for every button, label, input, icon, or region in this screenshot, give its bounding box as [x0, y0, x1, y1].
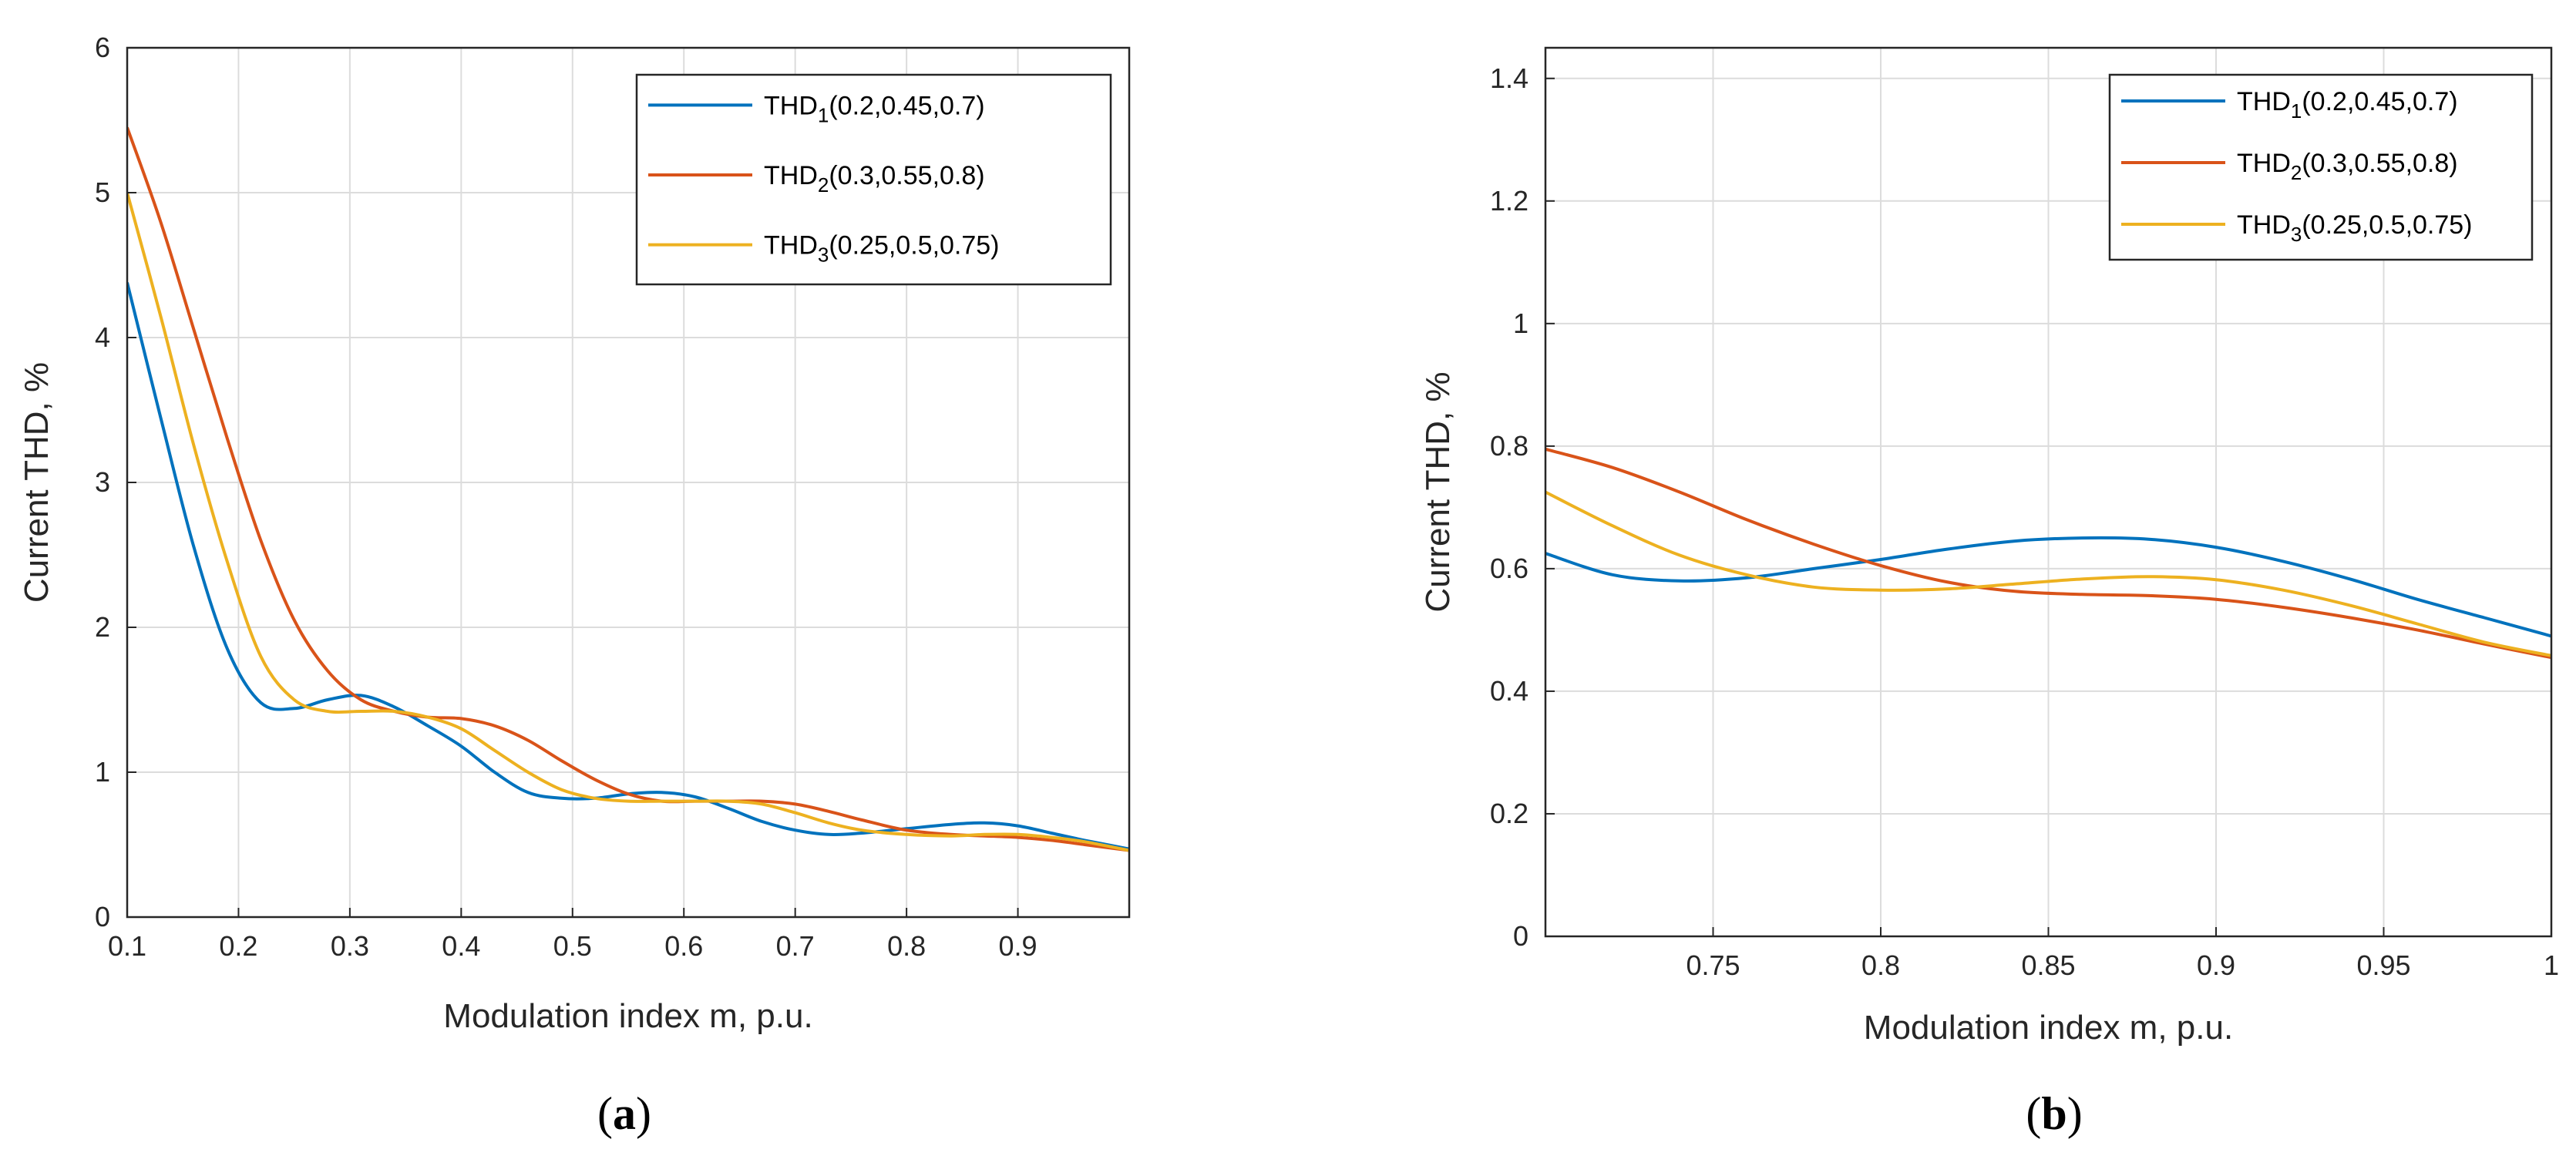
x-tick-label: 0.75	[1686, 949, 1740, 981]
legend-entry-thd1: THD1(0.2,0.45,0.7)	[2237, 87, 2458, 123]
series-line-thd1	[127, 282, 1129, 851]
y-axis-label: Current THD, %	[1419, 371, 1457, 612]
legend-entry-thd3: THD3(0.25,0.5,0.75)	[2237, 210, 2473, 246]
legend-entry-thd3: THD3(0.25,0.5,0.75)	[764, 231, 1000, 267]
series-lines	[127, 126, 1129, 852]
caption-letter: b	[2041, 1088, 2067, 1139]
chart-panel-b: 0.75 0.8 0.85 0.9 0.95 100.20.40.60.811.21.4 …	[1419, 46, 2559, 1139]
x-tick-label: 0.6	[664, 930, 703, 962]
x-tick-label: 1	[2544, 949, 2559, 981]
y-tick-label: 5	[95, 176, 110, 208]
legend-entry-thd2: THD2(0.3,0.55,0.8)	[764, 161, 985, 197]
series-lines	[1545, 447, 2551, 660]
y-tick-label: 0.8	[1490, 430, 1528, 462]
y-tick-label: 0.6	[1490, 553, 1528, 584]
y-tick-label: 1.4	[1490, 62, 1528, 94]
legend-entry-thd1: THD1(0.2,0.45,0.7)	[764, 91, 985, 126]
x-tick-label: 0.95	[2356, 949, 2410, 981]
x-tick-label: 0.8	[1861, 949, 1900, 981]
y-axis-label: Current THD, %	[18, 362, 55, 603]
x-tick-label: 0.9	[999, 930, 1037, 962]
y-tick-label: 1.2	[1490, 185, 1528, 217]
y-tick-label: 0	[1513, 920, 1528, 952]
x-tick-label: 0.8	[887, 930, 926, 962]
y-tick-label: 1	[95, 756, 110, 788]
series-line-thd3	[127, 192, 1129, 852]
caption-open-paren: (	[597, 1088, 613, 1139]
caption-close-paren: )	[636, 1088, 651, 1139]
x-tick-label: 0.85	[2021, 949, 2075, 981]
series-line-thd1	[1545, 536, 2551, 638]
x-tick-label: 0.7	[776, 930, 815, 962]
y-tick-label: 4	[95, 321, 110, 353]
caption-open-paren: (	[2026, 1088, 2041, 1139]
panel-caption-b: (b)	[2026, 1088, 2082, 1139]
x-tick-label: 0.1	[108, 930, 146, 962]
legend: THD1(0.2,0.45,0.7) THD2(0.3,0.55,0.8) THD3…	[2108, 73, 2534, 261]
tick-labels: 0.1 0.2 0.3 0.4 0.5 0.6 0.7 0.8 0.9 0 1 2 3 4 5 6	[95, 32, 1037, 962]
x-tick-label: 0.2	[219, 930, 257, 962]
legend-entry-thd2: THD2(0.3,0.55,0.8)	[2237, 149, 2458, 184]
y-tick-label: 0	[95, 901, 110, 932]
legend-box	[2108, 73, 2534, 261]
x-tick-label: 0.5	[553, 930, 592, 962]
caption-close-paren: )	[2067, 1088, 2083, 1139]
y-tick-label: 0.2	[1490, 798, 1528, 829]
caption-letter: a	[613, 1088, 636, 1139]
y-tick-label: 0.4	[1490, 675, 1528, 707]
y-tick-label: 2	[95, 611, 110, 643]
x-axis-label: Modulation index m, p.u.	[1864, 1009, 2233, 1047]
y-tick-label: 6	[95, 32, 110, 63]
x-tick-label: 0.9	[2197, 949, 2235, 981]
y-tick-label: 3	[95, 466, 110, 498]
panel-caption-a: (a)	[597, 1088, 651, 1139]
series-line-thd2	[127, 126, 1129, 852]
chart-panel-a: 0.1 0.2 0.3 0.4 0.5 0.6 0.7 0.8 0.9 0 1 2 3 4 5 6 Modul…	[18, 32, 1131, 1139]
y-tick-label: 1	[1513, 307, 1528, 339]
series-line-thd2	[1545, 447, 2551, 660]
x-axis-label: Modulation index m, p.u.	[443, 997, 812, 1035]
series-line-thd3	[1545, 490, 2551, 657]
legend: THD1(0.2,0.45,0.7) THD2(0.3,0.55,0.8) THD3…	[635, 73, 1112, 286]
x-tick-label: 0.3	[331, 930, 369, 962]
legend-box	[635, 73, 1112, 286]
x-tick-label: 0.4	[442, 930, 480, 962]
tick-labels: 0.75 0.8 0.85 0.9 0.95 1 0 0.2 0.4 0.6 0.8 1 1.2 1.4	[1490, 62, 2559, 981]
